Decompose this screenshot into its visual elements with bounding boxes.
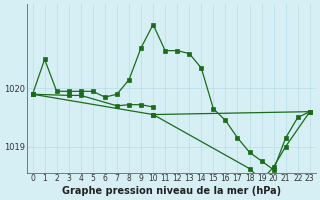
- X-axis label: Graphe pression niveau de la mer (hPa): Graphe pression niveau de la mer (hPa): [62, 186, 281, 196]
